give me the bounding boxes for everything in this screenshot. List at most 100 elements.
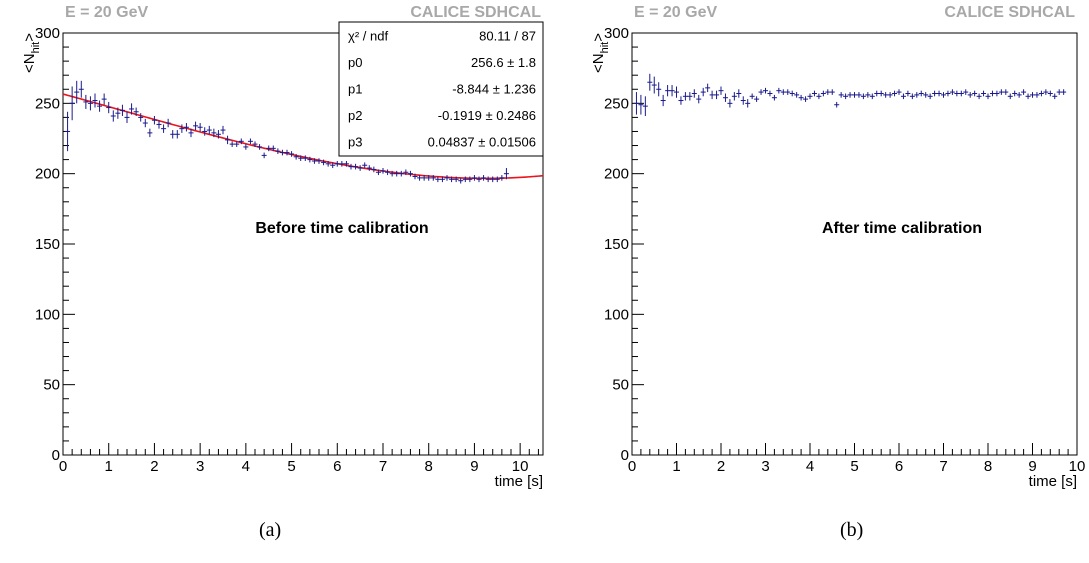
data-point [234, 141, 240, 147]
chart-a: E = 20 GeV CALICE SDHCAL05010015020025030… [21, 4, 544, 490]
x-tick-label: 6 [333, 458, 341, 475]
data-point [334, 161, 340, 167]
data-point [430, 175, 436, 181]
data-point [1007, 93, 1013, 100]
data-point [789, 90, 795, 97]
data-point [758, 89, 764, 95]
data-point [816, 93, 822, 100]
data-point [165, 118, 171, 128]
data-point [417, 175, 423, 181]
data-point [1003, 89, 1009, 95]
stats-box-frame [338, 21, 544, 157]
stats-param-name: χ² / ndf [348, 28, 388, 43]
data-point [1012, 90, 1018, 97]
data-point [252, 141, 258, 147]
data-point [389, 170, 395, 177]
x-tick-label: 0 [628, 458, 636, 475]
data-point [225, 135, 231, 145]
x-tick-label: 8 [425, 458, 433, 475]
stats-param-name: p2 [348, 108, 362, 123]
data-point [887, 92, 893, 98]
data-point [503, 168, 509, 180]
x-tick-label: 10 [512, 458, 529, 475]
data-point [211, 128, 217, 138]
data-point [936, 90, 942, 97]
data-point [633, 92, 639, 115]
stats-param-value: 0.04837 ± 0.01506 [428, 135, 536, 150]
data-point [825, 89, 831, 95]
data-point [330, 162, 336, 169]
data-point [985, 93, 991, 100]
data-point [740, 96, 746, 105]
data-point [1047, 90, 1053, 97]
stats-param-name: p1 [348, 82, 362, 97]
data-point [353, 163, 359, 170]
data-point [339, 161, 345, 167]
data-point [293, 153, 299, 160]
data-point [803, 96, 809, 102]
data-point [976, 93, 982, 100]
data-point [490, 176, 496, 183]
chart-b: E = 20 GeV CALICE SDHCAL05010015020025030… [590, 4, 1085, 490]
data-point [958, 90, 964, 97]
data-point [215, 130, 221, 139]
y-tick-label: 100 [604, 306, 629, 323]
data-point [202, 127, 208, 136]
data-point [257, 144, 263, 150]
data-point [949, 89, 955, 95]
data-point [1025, 93, 1031, 100]
data-point [691, 89, 697, 98]
data-point [444, 175, 450, 181]
annotation-label: Before time calibration [255, 220, 428, 237]
data-point [499, 175, 505, 181]
data-point [811, 90, 817, 97]
data-point [852, 92, 857, 98]
data-point [179, 124, 185, 133]
y-axis-label-main: <N [590, 53, 607, 73]
data-point [847, 92, 853, 98]
data-point [311, 158, 317, 164]
data-point [1052, 93, 1058, 100]
data-point [138, 113, 144, 122]
data-point [1034, 92, 1040, 98]
data-point [343, 161, 349, 167]
data-point [963, 89, 969, 95]
data-point [206, 125, 212, 135]
data-point [458, 177, 464, 184]
data-point [798, 94, 804, 101]
data-point [110, 110, 116, 122]
data-point [426, 175, 432, 181]
data-point [829, 89, 835, 95]
data-point [700, 87, 706, 97]
x-tick-label: 7 [379, 458, 387, 475]
data-point [820, 90, 826, 97]
data-point [669, 85, 675, 97]
data-point [1030, 92, 1035, 98]
header-experiment-label: CALICE SDHCAL [944, 4, 1075, 21]
data-point [918, 90, 924, 97]
data-point [65, 111, 71, 152]
y-axis-label: <Nhit> [21, 33, 42, 73]
y-tick-label: 150 [35, 236, 60, 253]
data-point [270, 145, 276, 152]
data-point [316, 158, 322, 164]
data-point [954, 90, 960, 97]
data-point [74, 80, 80, 104]
data-point [900, 93, 906, 100]
data-point [642, 96, 648, 116]
data-point [656, 82, 662, 97]
x-tick-label: 1 [672, 458, 680, 475]
data-point [78, 80, 84, 98]
data-point [665, 85, 671, 97]
caption-a: (a) [259, 519, 282, 541]
data-point [1021, 89, 1027, 95]
data-point [678, 96, 684, 105]
data-point [266, 145, 272, 152]
data-point [435, 176, 441, 183]
data-point [807, 93, 813, 100]
y-axis-label-end: > [21, 33, 38, 42]
data-point [909, 93, 915, 100]
y-axis-label-end: > [590, 33, 607, 42]
data-point [696, 94, 702, 104]
x-tick-label: 1 [105, 458, 113, 475]
